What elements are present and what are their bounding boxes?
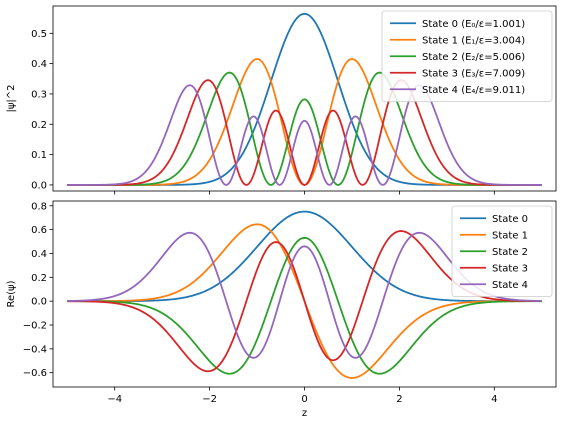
legend-frame	[451, 205, 553, 297]
y-tick-label: −0.4	[23, 344, 47, 355]
x-axis-label: z	[302, 408, 307, 419]
series-line-state-0	[67, 210, 542, 303]
y-tick-label: 0.4	[31, 59, 47, 70]
y-tick-label: 0.3	[31, 89, 47, 100]
series-line-state-4	[67, 84, 542, 186]
legend-label-state-3: State 3	[492, 263, 528, 274]
y-tick-label: −0.6	[23, 368, 47, 379]
x-tick-label: 0	[301, 394, 307, 405]
legend-label-state-0: State 0 (E₀/ε=1.001)	[422, 19, 525, 30]
legend-label-state-1: State 1 (E₁/ε=3.004)	[422, 35, 525, 46]
x-tick-label: 4	[491, 394, 497, 405]
y-axis-label: |ψ|^2	[6, 84, 17, 112]
legend-label-state-2: State 2 (E₂/ε=5.006)	[422, 52, 525, 63]
y-tick-label: 0.0	[31, 297, 47, 308]
legend-label-state-2: State 2	[492, 247, 528, 258]
top-subplot-prob-density: 0.0 0.1 0.2 0.3 0.4 0.5 |ψ|^2 State 0 (E₀/ε=1.0…	[6, 5, 557, 195]
legend-label-state-0: State 0	[492, 214, 528, 225]
y-tick-label: 0.1	[31, 150, 47, 161]
y-tick-label: 0.0	[31, 180, 47, 191]
legend-label-state-4: State 4 (E₄/ε=9.011)	[422, 85, 525, 96]
y-axis-label: Re(ψ)	[6, 280, 17, 307]
series-line-state-2	[67, 71, 542, 186]
y-tick-label: 0.6	[31, 225, 47, 236]
legend-label-state-4: State 4	[492, 280, 528, 291]
y-tick-label: −0.2	[23, 321, 47, 332]
legend-label-state-3: State 3 (E₃/ε=7.009)	[422, 68, 525, 79]
bottom-subplot-real-part: −4 −2 0 2 4 −0.6 −0.4 −0.2 0.0 0.2 0.4 0.6 0.8 Re(ψ) z…	[6, 200, 557, 419]
y-tick-label: 0.8	[31, 201, 47, 212]
y-tick-label: 0.4	[31, 249, 47, 260]
legend-frame	[381, 10, 553, 102]
legend: State 0 State 1 State 2 State 3 State 4	[451, 205, 553, 297]
legend-label-state-1: State 1	[492, 230, 528, 241]
series-line-state-3	[67, 79, 542, 186]
series-line-state-2	[67, 236, 542, 375]
x-tick-label: −4	[107, 394, 122, 405]
y-tick-label: 0.2	[31, 273, 47, 284]
legend: State 0 (E₀/ε=1.001) State 1 (E₁/ε=3.004)…	[381, 10, 553, 102]
x-tick-label: −2	[202, 394, 217, 405]
x-tick-label: 2	[396, 394, 402, 405]
y-tick-label: 0.2	[31, 120, 47, 131]
y-tick-label: 0.5	[31, 29, 47, 40]
